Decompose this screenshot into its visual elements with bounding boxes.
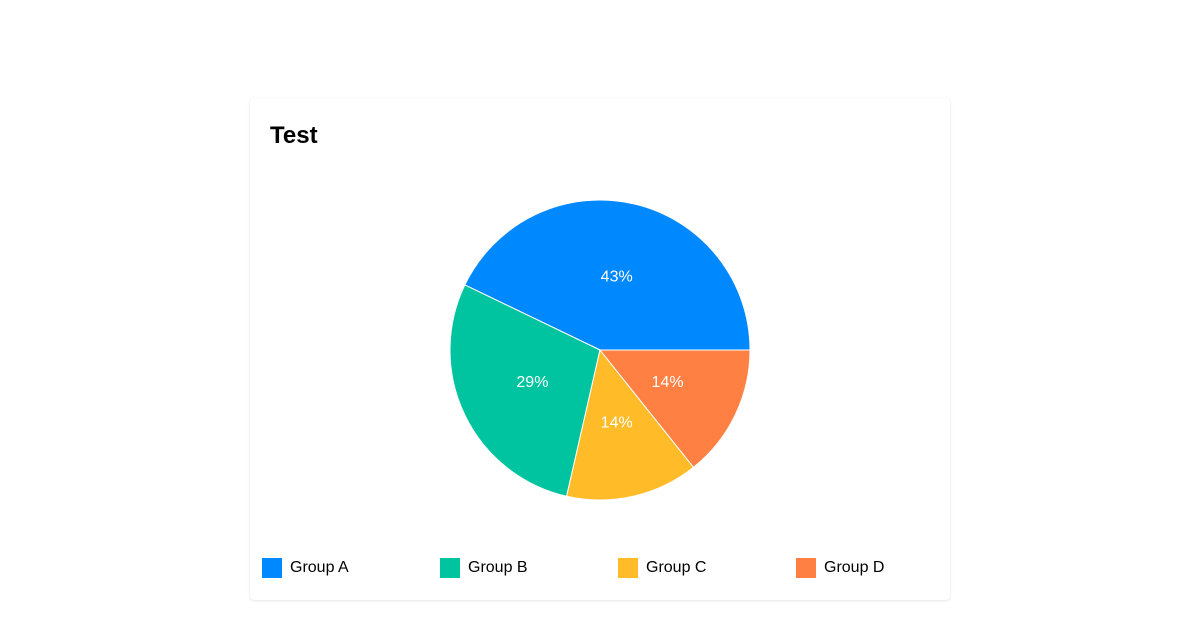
- pie-chart: 43% 29% 14% 14%: [449, 199, 751, 501]
- legend-swatch-icon: [262, 558, 282, 578]
- pie-labels: 43% 29% 14% 14%: [516, 268, 683, 431]
- legend-label: Group B: [468, 559, 528, 576]
- pie-slices: [449, 199, 751, 501]
- pie-slice-label: 14%: [652, 374, 684, 391]
- legend: Group A Group B Group C Group D: [262, 558, 974, 578]
- pie-slice-label: 14%: [601, 415, 633, 432]
- legend-label: Group A: [290, 559, 349, 576]
- chart-title: Test: [270, 122, 318, 149]
- legend-swatch-icon: [618, 558, 638, 578]
- legend-item-group-b[interactable]: Group B: [440, 558, 528, 578]
- chart-card: Test 43% 29% 14% 14% Group A Group B Group …: [250, 98, 950, 600]
- legend-swatch-icon: [440, 558, 460, 578]
- legend-item-group-c[interactable]: Group C: [618, 558, 706, 578]
- pie-slice-group-a[interactable]: [464, 199, 751, 351]
- pie-slice-group-d[interactable]: [598, 349, 751, 468]
- legend-label: Group D: [824, 559, 885, 576]
- pie-slice-group-b[interactable]: [449, 284, 601, 497]
- legend-item-group-a[interactable]: Group A: [262, 558, 349, 578]
- pie-slice-group-c[interactable]: [566, 348, 695, 501]
- legend-item-group-d[interactable]: Group D: [796, 558, 884, 578]
- legend-label: Group C: [646, 559, 707, 576]
- pie-slice-label: 43%: [601, 268, 633, 285]
- legend-swatch-icon: [796, 558, 816, 578]
- pie-slice-label: 29%: [516, 374, 548, 391]
